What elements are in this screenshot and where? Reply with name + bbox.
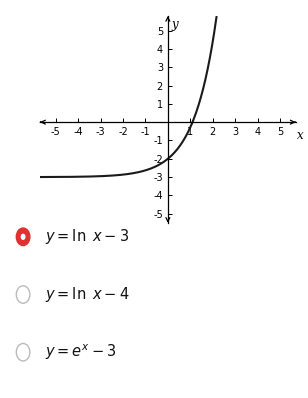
Text: $y = e^{x}-3$: $y = e^{x}-3$ [45,342,116,362]
Text: x: x [297,129,303,142]
Text: $y = \ln\ x-3$: $y = \ln\ x-3$ [45,227,129,246]
Text: $y = \ln\ x-4$: $y = \ln\ x-4$ [45,285,129,304]
Text: y: y [171,18,178,31]
